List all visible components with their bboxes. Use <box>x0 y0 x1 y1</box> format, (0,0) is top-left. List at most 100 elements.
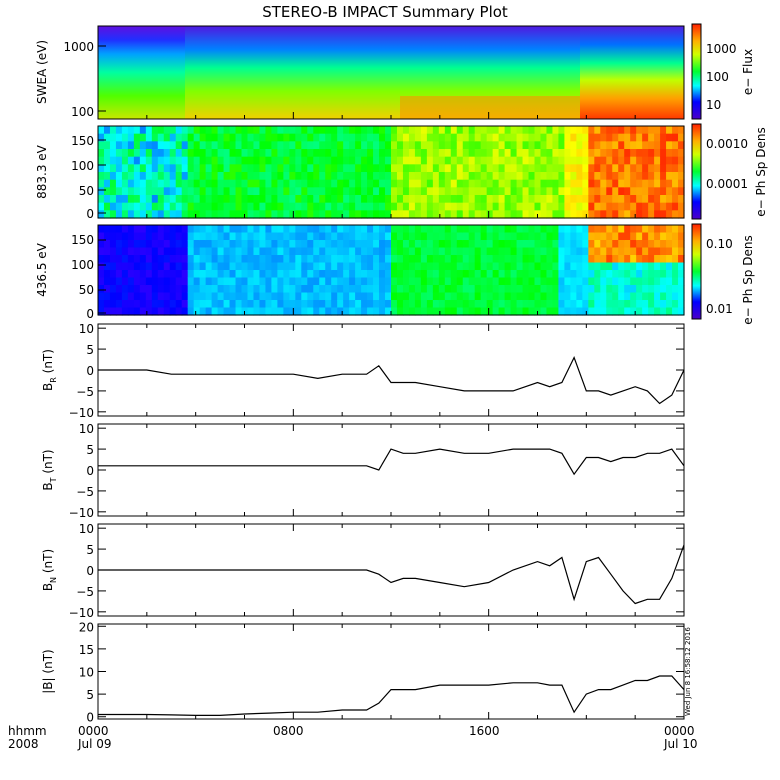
pad883-cells-cell <box>414 210 422 219</box>
pad883-cells-cell <box>582 156 589 165</box>
pad883-cells-cell <box>307 195 314 204</box>
pad436-cells-cell <box>223 240 231 249</box>
pad883-cells-cell <box>151 195 159 204</box>
ytick-label: 0 <box>86 464 94 478</box>
pad883-cells-cell <box>564 202 571 211</box>
pad436-cells-cell <box>576 262 583 271</box>
pad436-cells-cell <box>618 307 625 316</box>
pad883-cells-cell <box>373 164 380 173</box>
pad883-cells-cell <box>498 141 506 150</box>
pad436-cells-cell <box>313 285 320 294</box>
pad883-cells-cell <box>259 202 267 211</box>
pad436-cells-cell <box>283 292 290 301</box>
pad436-cells-cell <box>271 247 278 256</box>
pad883-cells-cell <box>408 202 416 211</box>
pad436-cells-cell <box>139 292 147 301</box>
pad436-cells-cell <box>552 225 560 234</box>
pad436-cells-cell <box>211 292 219 301</box>
pad883-cells-cell <box>528 172 536 181</box>
pad436-cells-cell <box>337 262 344 271</box>
pad883-cells-cell <box>235 172 243 181</box>
pad436-cells-cell <box>678 255 685 264</box>
pad883-cells-cell <box>600 172 607 181</box>
pad883-cells-cell <box>678 149 685 158</box>
pad883-cells-cell <box>558 172 566 181</box>
pad436-cells-cell <box>193 300 201 309</box>
pad883-cells-cell <box>98 156 105 165</box>
pad883-cells-cell <box>193 172 201 181</box>
pad883-cells-cell <box>241 195 249 204</box>
pad883-cells-cell <box>307 164 314 173</box>
pad436-cells-cell <box>169 240 177 249</box>
pad883-cells-cell <box>307 126 314 135</box>
pad436-cells-cell <box>289 285 296 294</box>
pad436-cells-cell <box>295 255 302 264</box>
pad883-cells-cell <box>253 187 261 196</box>
pad883-cells-cell <box>379 187 386 196</box>
pad436-cells-cell <box>594 255 601 264</box>
pad436-cells-cell <box>522 277 530 286</box>
pad436-cells-cell <box>271 292 278 301</box>
pad883-cells-cell <box>283 149 290 158</box>
pad883-cells-cell <box>654 141 661 150</box>
pad436-cells-cell <box>367 232 374 241</box>
pad436-cells-cell <box>205 277 213 286</box>
line-panel-frame <box>97 423 685 517</box>
pad436-cells-cell <box>385 292 392 301</box>
pad436-cells-cell <box>522 292 530 301</box>
pad883-cells-cell <box>367 187 374 196</box>
pad436-cells-cell <box>355 300 362 309</box>
pad883-cells-cell <box>630 202 637 211</box>
pad883-cells-cell <box>666 156 673 165</box>
pad436-cells-cell <box>624 240 631 249</box>
pad883-cells-cell <box>618 164 625 173</box>
pad436-cells-cell <box>618 277 625 286</box>
pad436-cells-cell <box>235 277 243 286</box>
pad436-cells-cell <box>211 262 219 271</box>
pad436-cells-cell <box>103 247 111 256</box>
pad436-cells-cell <box>163 232 171 241</box>
pad436-cells-cell <box>337 300 344 309</box>
pad883-cells-cell <box>420 149 428 158</box>
pad883-cells-cell <box>319 195 326 204</box>
pad436-cells-cell <box>307 232 314 241</box>
pad436-cells-cell <box>229 240 237 249</box>
pad436-cells-cell <box>462 262 470 271</box>
pad883-cells-cell <box>654 179 661 188</box>
pad883-cells-cell <box>558 164 566 173</box>
pad436-cells-cell <box>109 232 117 241</box>
pad436-cells-cell <box>426 270 434 279</box>
pad883-cells-cell <box>678 202 685 211</box>
pad436-cells-cell <box>564 285 571 294</box>
pad883-cells-cell <box>408 172 416 181</box>
pad883-cells-cell <box>373 156 380 165</box>
pad436-cells-cell <box>516 255 524 264</box>
pad883-cells-cell <box>127 179 135 188</box>
pad436-cells-cell <box>175 285 183 294</box>
pad436-cells-cell <box>522 285 530 294</box>
pad883-cells-cell <box>295 195 302 204</box>
pad436-cells-cell <box>349 262 356 271</box>
pad436-cells-cell <box>594 270 601 279</box>
pad436-cells-cell <box>408 225 416 234</box>
pad436-cells-cell <box>391 292 398 301</box>
pad436-cells-cell <box>588 262 595 271</box>
pad436-cells-cell <box>672 232 679 241</box>
pad883-cells-cell <box>594 164 601 173</box>
pad436-cells-cell <box>145 300 153 309</box>
pad883-cells-cell <box>217 156 225 165</box>
pad883-cells-cell <box>223 156 231 165</box>
pad883-cells-cell <box>444 141 452 150</box>
pad436-cells-cell <box>402 292 410 301</box>
pad436-cells-cell <box>414 292 422 301</box>
pad436-cells-cell <box>462 255 470 264</box>
pad883-cells-cell <box>426 149 434 158</box>
pad883-cells-cell <box>241 164 249 173</box>
pad436-cells-cell <box>624 277 631 286</box>
pad436-cells-cell <box>654 285 661 294</box>
pad436-cells-cell <box>612 270 619 279</box>
pad883-cells-cell <box>145 179 153 188</box>
pad883-cells-cell <box>355 210 362 219</box>
pad883-cells-cell <box>163 202 171 211</box>
pad883-cells-cell <box>205 202 213 211</box>
